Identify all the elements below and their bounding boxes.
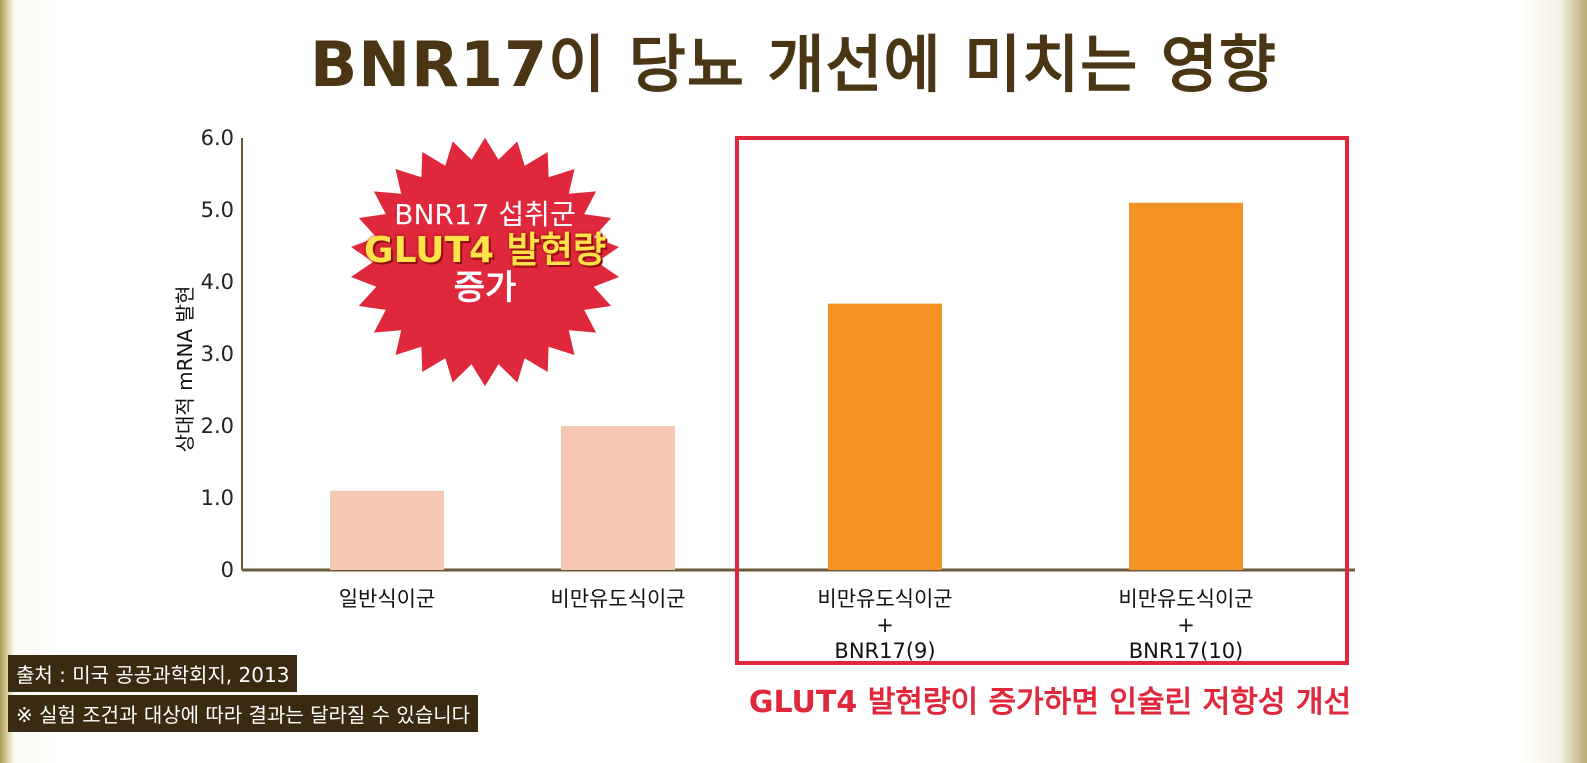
chart-bars: [330, 202, 1243, 571]
y-axis-label: 상대적 mRNA 발현: [173, 286, 197, 453]
highlight-box: [735, 136, 1349, 665]
bar-4: [1129, 202, 1243, 571]
disclaimer-note: ※ 실험 조건과 대상에 따라 결과는 달라질 수 있습니다: [8, 695, 479, 732]
x-category-label: BNR17(10): [1129, 639, 1244, 663]
starburst-text: BNR17 섭취군 GLUT4 발현량 증가: [330, 198, 640, 309]
bar-1: [330, 490, 444, 570]
starburst-line2: GLUT4 발현량: [364, 229, 606, 271]
x-category-label: 비만유도식이군: [550, 587, 685, 611]
y-tick-label: 0: [221, 558, 234, 582]
source-note: 출처 : 미국 공공과학회지, 2013: [8, 655, 298, 692]
x-category-label: +: [1177, 613, 1195, 637]
chart-category-labels: 일반식이군 비만유도식이군 비만유도식이군+BNR17(9)비만유도식이군+BNR1…: [339, 587, 1254, 663]
page-title: BNR17이 당뇨 개선에 미치는 영향: [310, 28, 1277, 101]
starburst-line3: 증가: [453, 268, 517, 309]
bar-2: [561, 426, 675, 570]
starburst-shape: [351, 137, 619, 387]
starburst-badge: [351, 137, 619, 387]
highlight-caption: GLUT4 발현량이 증가하면 인슐린 저항성 개선: [748, 685, 1352, 720]
y-tick-label: 4.0: [201, 270, 234, 294]
bar-3: [828, 303, 942, 570]
x-category-label: BNR17(9): [834, 639, 935, 663]
y-tick-label: 2.0: [201, 414, 234, 438]
y-tick-label: 5.0: [201, 198, 234, 222]
chart-axes: 0 1.0 2.0 3.0 4.0 5.0 6.0 상대적 mRNA 발현: [173, 126, 1355, 582]
y-tick-label: 3.0: [201, 342, 234, 366]
y-tick-label: 6.0: [201, 126, 234, 150]
x-category-label: 일반식이군: [339, 587, 436, 611]
x-category-label: 비만유도식이군: [1118, 587, 1253, 611]
starburst-line1: BNR17 섭취군: [394, 198, 576, 231]
x-category-label: 비만유도식이군: [817, 587, 952, 611]
y-tick-label: 1.0: [201, 486, 234, 510]
x-category-label: +: [876, 613, 894, 637]
